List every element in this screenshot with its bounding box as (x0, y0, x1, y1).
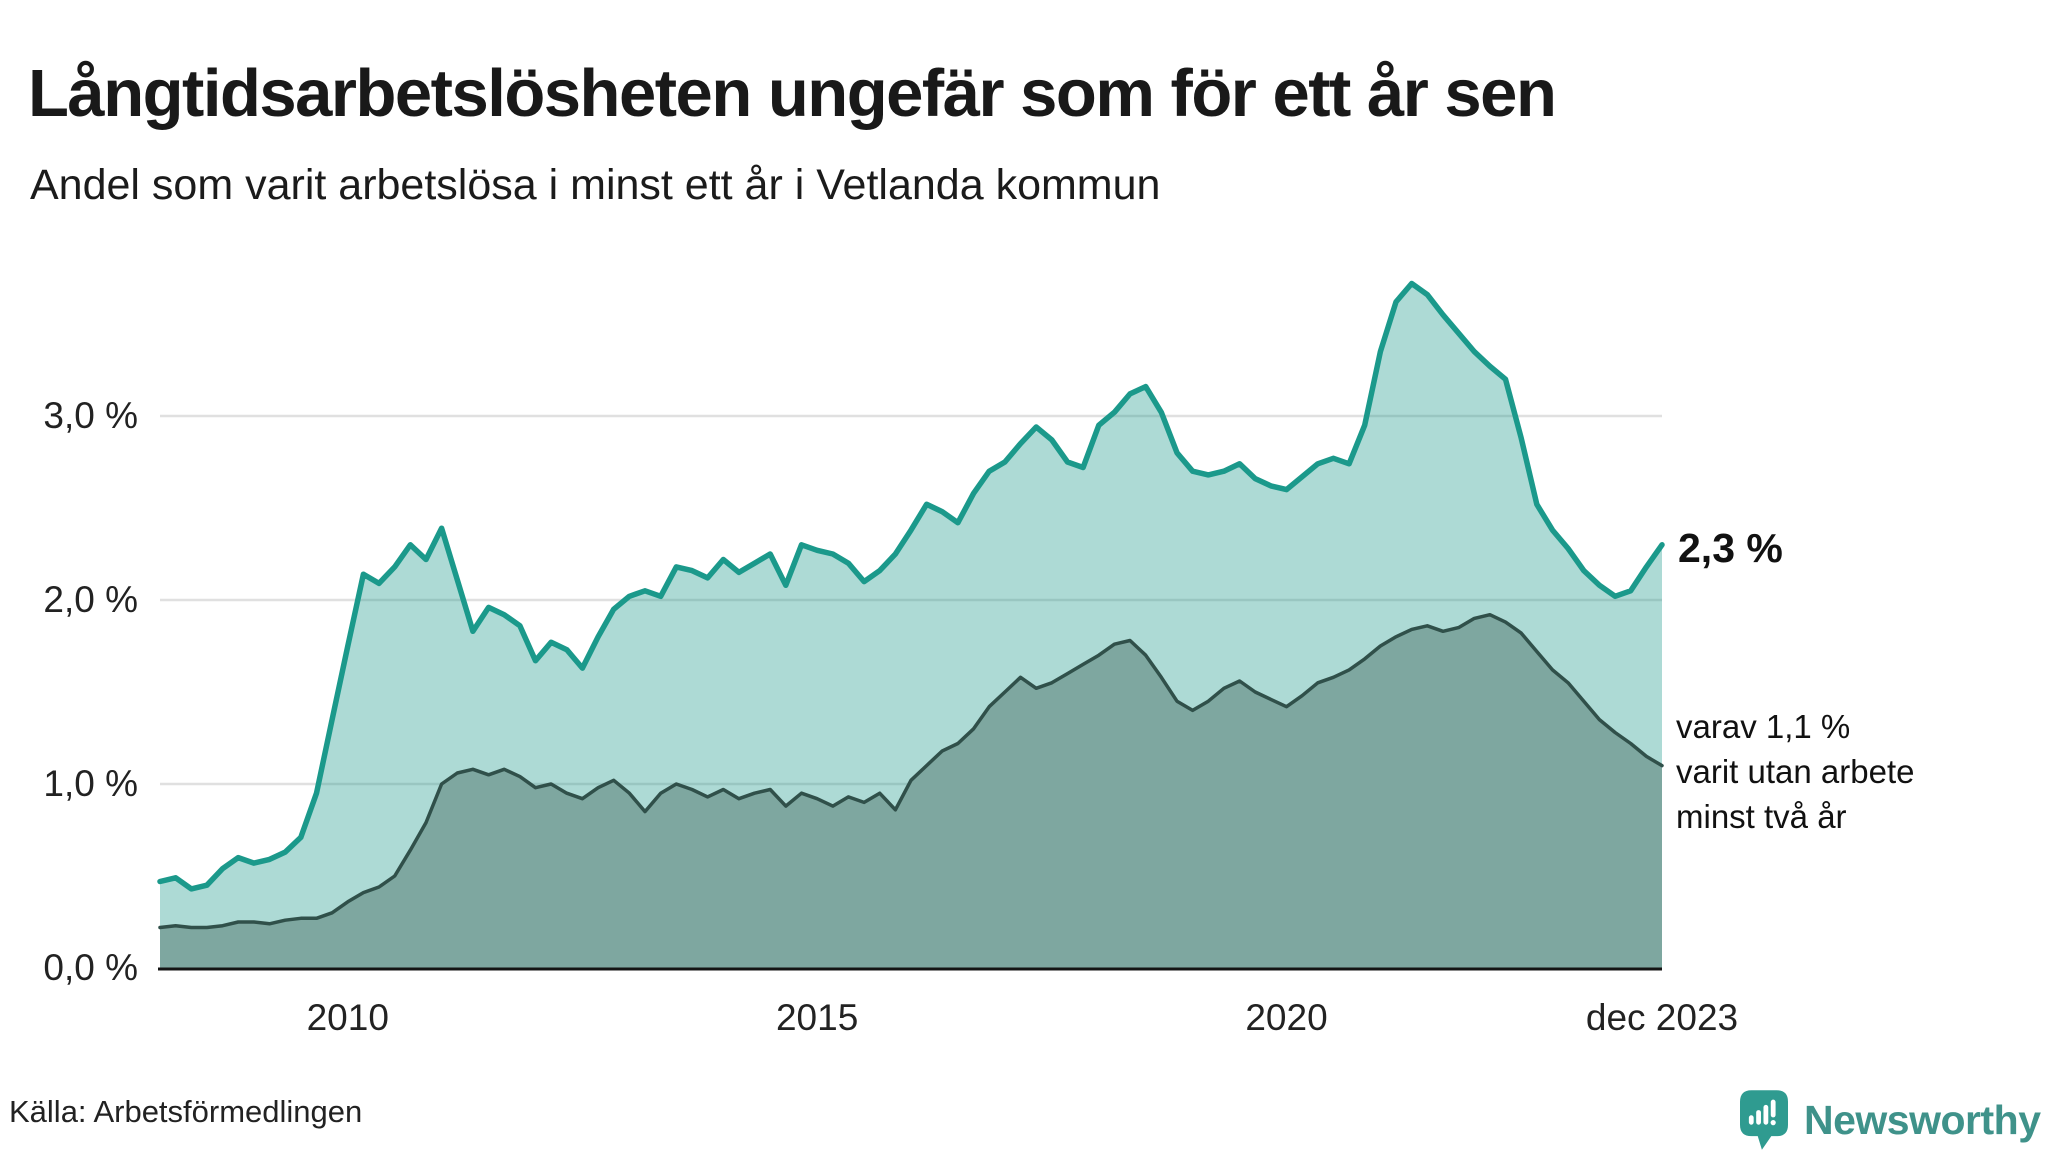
line-at-least-two-years (158, 612, 1664, 930)
x-tick-label: dec 2023 (1585, 997, 1739, 1038)
end-value-label: 2,3 % (1678, 525, 1783, 571)
source-note: Källa: Arbetsförmedlingen (9, 1094, 363, 1129)
chart-subtitle: Andel som varit arbetslösa i minst ett å… (30, 161, 1161, 209)
line-at-least-one-year (157, 280, 1665, 892)
x-tick-label: 2020 (1245, 997, 1328, 1038)
x-tick-label: 2015 (775, 997, 859, 1038)
y-tick-label: 2,0 % (43, 579, 138, 620)
page-title: Långtidsarbetslösheten ungefär som för e… (28, 55, 1557, 131)
newsworthy-wordmark: Newsworthy (1804, 1097, 2041, 1143)
newsworthy-logo: Newsworthy (1740, 1090, 2041, 1150)
y-tick-label: 0,0 % (43, 947, 138, 988)
y-tick-label: 1,0 % (43, 763, 138, 804)
y-tick-label: 3,0 % (43, 395, 138, 436)
x-tick-label: 2010 (306, 997, 389, 1038)
area-at-least-two-years (160, 614, 1662, 968)
newsworthy-icon (1740, 1090, 1788, 1150)
end-sub-label: varav 1,1 % varit utan arbete minst två … (1676, 708, 1915, 835)
